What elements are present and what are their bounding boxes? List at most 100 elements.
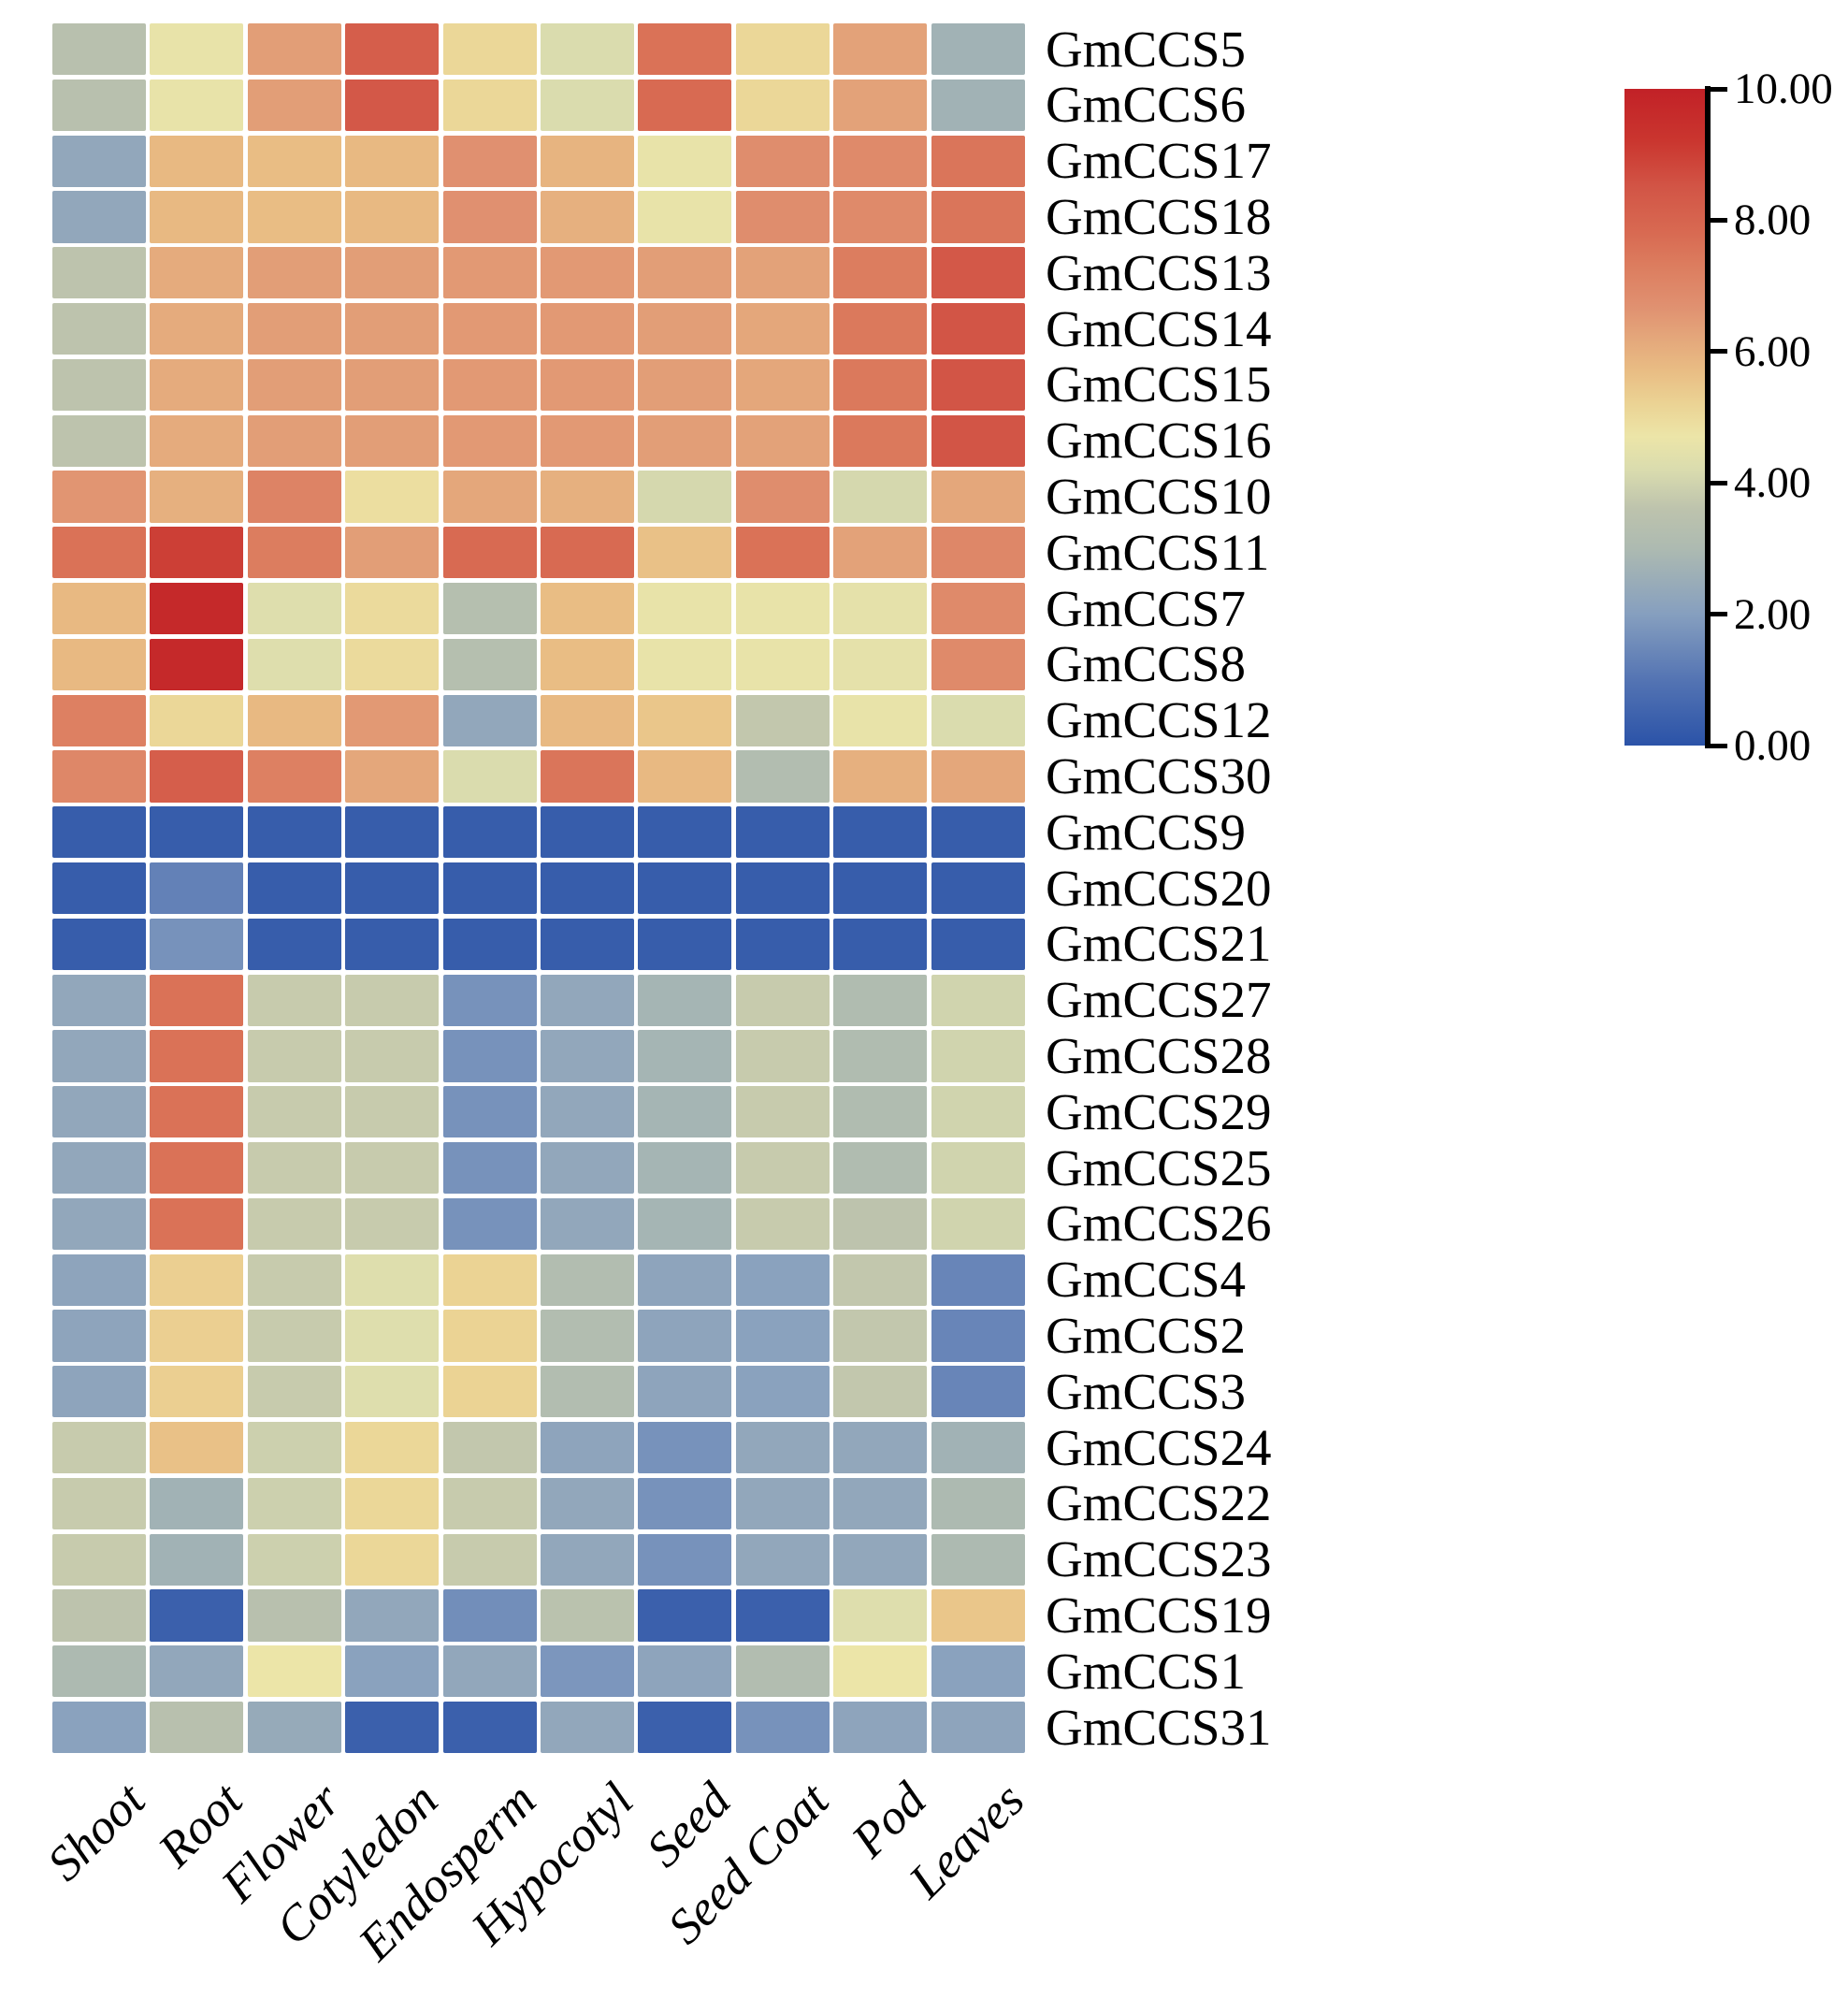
heatmap-cell xyxy=(150,1702,244,1754)
heatmap-cell xyxy=(931,1589,1025,1642)
heatmap-cell xyxy=(345,974,440,1026)
heatmap-cell xyxy=(345,1589,440,1642)
heatmap-cell xyxy=(345,247,440,299)
heatmap-cell xyxy=(345,1197,440,1251)
heatmap-cell xyxy=(345,750,440,803)
row-label-gmccs6: GmCCS6 xyxy=(1046,76,1246,134)
heatmap-cell xyxy=(150,1477,244,1530)
heatmap-cell xyxy=(735,1422,830,1474)
row-label-gmccs29: GmCCS29 xyxy=(1046,1082,1272,1140)
heatmap-cell xyxy=(150,750,244,803)
heatmap-cell xyxy=(247,358,341,412)
heatmap-cell xyxy=(638,135,732,187)
heatmap-cell xyxy=(735,135,830,187)
heatmap-cell xyxy=(931,1422,1025,1474)
row-label-gmccs8: GmCCS8 xyxy=(1046,635,1246,693)
heatmap-cell xyxy=(150,135,244,187)
heatmap-cell xyxy=(442,1310,537,1362)
heatmap-cell xyxy=(52,1253,146,1306)
heatmap-cell xyxy=(345,303,440,355)
heatmap-cell xyxy=(442,918,537,971)
heatmap-cell xyxy=(442,1702,537,1754)
heatmap-cell xyxy=(931,638,1025,691)
heatmap-cell xyxy=(52,471,146,523)
heatmap-cell xyxy=(541,135,634,187)
heatmap-cell xyxy=(442,79,537,132)
heatmap-cell xyxy=(345,358,440,412)
heatmap-cell xyxy=(52,1086,146,1138)
heatmap-cell xyxy=(150,247,244,299)
heatmap-cell xyxy=(541,583,634,635)
heatmap-cell xyxy=(247,1422,341,1474)
heatmap-cell xyxy=(247,191,341,243)
row-label-gmccs5: GmCCS5 xyxy=(1046,20,1246,78)
row-label-gmccs30: GmCCS30 xyxy=(1046,747,1272,805)
heatmap-cell xyxy=(735,247,830,299)
colorbar-tick-label: 0.00 xyxy=(1734,721,1812,770)
heatmap-cell xyxy=(833,974,928,1026)
heatmap-cell xyxy=(541,414,634,467)
heatmap-cell xyxy=(150,806,244,859)
heatmap-cell xyxy=(638,1366,732,1418)
heatmap-cell xyxy=(931,135,1025,187)
heatmap-cell xyxy=(833,1477,928,1530)
heatmap-cell xyxy=(931,471,1025,523)
heatmap-cell xyxy=(345,414,440,467)
heatmap-cell xyxy=(150,1253,244,1306)
heatmap-cell xyxy=(833,1645,928,1698)
heatmap-cell xyxy=(52,1477,146,1530)
heatmap-cell xyxy=(345,583,440,635)
colorbar-tick-label: 10.00 xyxy=(1734,65,1833,113)
heatmap-cell xyxy=(247,1197,341,1251)
heatmap-cell xyxy=(931,1533,1025,1586)
heatmap-cell xyxy=(247,79,341,132)
heatmap-cell xyxy=(52,638,146,691)
heatmap-cell xyxy=(442,1253,537,1306)
heatmap-cell xyxy=(735,694,830,746)
heatmap-cell xyxy=(638,1422,732,1474)
heatmap-cell xyxy=(931,527,1025,579)
heatmap-cell xyxy=(150,303,244,355)
heatmap-cell xyxy=(442,1533,537,1586)
heatmap-cell xyxy=(345,1030,440,1082)
heatmap-cell xyxy=(442,191,537,243)
heatmap-cell xyxy=(150,358,244,412)
heatmap-cell xyxy=(735,1477,830,1530)
heatmap-cell xyxy=(150,974,244,1026)
heatmap-cell xyxy=(345,1253,440,1306)
heatmap-cell xyxy=(247,527,341,579)
heatmap-cell xyxy=(442,358,537,412)
heatmap-cell xyxy=(638,303,732,355)
heatmap-cell xyxy=(541,1030,634,1082)
row-label-gmccs4: GmCCS4 xyxy=(1046,1251,1246,1309)
heatmap-cell xyxy=(345,862,440,915)
heatmap-cell xyxy=(931,303,1025,355)
heatmap-cell xyxy=(833,471,928,523)
heatmap-cell xyxy=(52,918,146,971)
heatmap-cell xyxy=(541,1086,634,1138)
heatmap-cell xyxy=(442,1030,537,1082)
heatmap-cell xyxy=(833,303,928,355)
heatmap-cell xyxy=(52,1310,146,1362)
heatmap-cell xyxy=(442,414,537,467)
heatmap-cell xyxy=(247,1086,341,1138)
heatmap-cell xyxy=(638,694,732,746)
heatmap-cell xyxy=(638,1142,732,1195)
heatmap-cell xyxy=(931,1253,1025,1306)
heatmap-cell xyxy=(833,862,928,915)
heatmap-cell xyxy=(52,750,146,803)
row-label-gmccs23: GmCCS23 xyxy=(1046,1530,1272,1588)
row-label-gmccs20: GmCCS20 xyxy=(1046,859,1272,917)
heatmap-cell xyxy=(638,583,732,635)
heatmap-cell xyxy=(735,1702,830,1754)
heatmap-cell xyxy=(833,1086,928,1138)
heatmap-cell xyxy=(345,1086,440,1138)
heatmap-cell xyxy=(931,1086,1025,1138)
heatmap-cell xyxy=(150,79,244,132)
heatmap-cell xyxy=(541,974,634,1026)
heatmap-cell xyxy=(150,694,244,746)
heatmap-cell xyxy=(541,23,634,76)
heatmap-cell xyxy=(541,1197,634,1251)
heatmap-cell xyxy=(52,303,146,355)
